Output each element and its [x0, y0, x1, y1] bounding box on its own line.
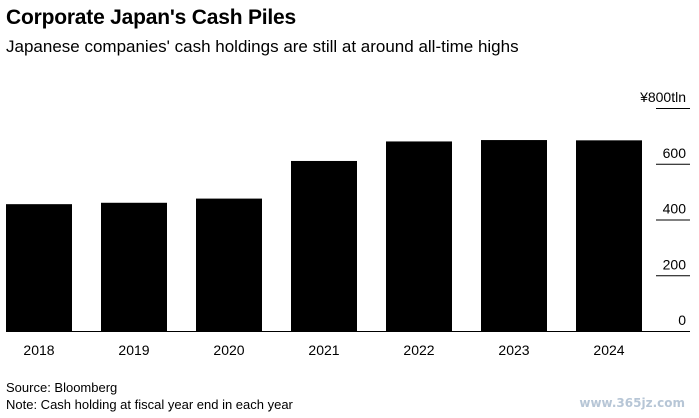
chart-subtitle: Japanese companies' cash holdings are st… — [6, 37, 519, 56]
y-tick-label-0: 0 — [678, 312, 686, 328]
x-tick-label-2023: 2023 — [498, 342, 529, 358]
bar-2022 — [386, 141, 452, 331]
x-tick-label-2022: 2022 — [403, 342, 434, 358]
source-note: Source: Bloomberg — [6, 380, 118, 395]
y-tick-label-400: 400 — [663, 201, 687, 217]
chart-title: Corporate Japan's Cash Piles — [6, 6, 296, 29]
x-tick-label-2024: 2024 — [593, 342, 624, 358]
footer: Source: Bloomberg Note: Cash holding at … — [6, 379, 293, 413]
bar-2021 — [291, 160, 357, 331]
bar-2023 — [481, 140, 547, 331]
x-tick-label-2020: 2020 — [213, 342, 244, 358]
watermark: www.365jz.com — [579, 396, 685, 410]
bar-2019 — [101, 202, 167, 331]
bar-2018 — [6, 204, 72, 331]
footnote: Note: Cash holding at fiscal year end in… — [6, 397, 293, 412]
x-tick-label-2018: 2018 — [23, 342, 54, 358]
x-tick-label-2021: 2021 — [308, 342, 339, 358]
y-tick-label-200: 200 — [663, 256, 687, 272]
y-tick-label-800: ¥800tln — [639, 89, 686, 105]
x-tick-label-2019: 2019 — [118, 342, 149, 358]
bar-2020 — [196, 198, 262, 331]
bar-2024 — [576, 140, 642, 331]
y-tick-label-600: 600 — [663, 145, 687, 161]
